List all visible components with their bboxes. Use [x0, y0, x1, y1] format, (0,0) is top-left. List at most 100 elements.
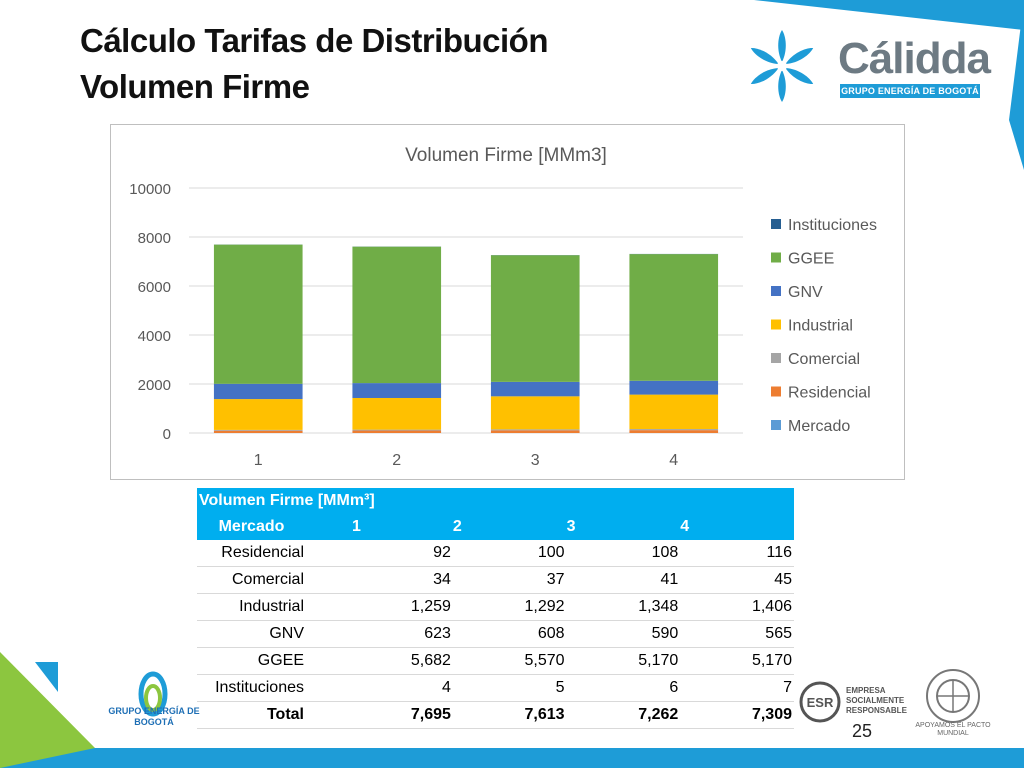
table-caption-row: Volumen Firme [MMm³]: [197, 488, 794, 514]
table-row-label: Comercial: [197, 566, 306, 594]
table-row: Industrial 1,259 1,292 1,348 1,406: [197, 593, 794, 621]
table-cell: 1,348: [566, 593, 681, 621]
top-decorative-band: [754, 0, 1024, 30]
geb-logo-icon: [138, 671, 168, 717]
esr-text: EMPRESA SOCIALMENTE RESPONSABLE: [846, 686, 907, 716]
table-cell: 590: [566, 620, 681, 648]
table-cell: 5: [452, 674, 567, 702]
calidda-logo-text: Cálidda: [838, 34, 991, 83]
chart-legend: Instituciones GGEE GNV Industrial Comercial R…: [771, 217, 877, 435]
legend-swatch: [771, 319, 781, 330]
table-header-3: 3: [566, 514, 681, 540]
table-cell: 4: [306, 674, 453, 702]
table-row: Comercial 34 37 41 45: [197, 566, 794, 594]
legend-label: Residencial: [788, 385, 871, 402]
y-tick-label: 0: [163, 426, 171, 443]
y-tick-label: 8000: [138, 230, 171, 247]
table-caption: Volumen Firme [MMm³]: [197, 488, 794, 514]
table-header-4: 4: [680, 514, 794, 540]
legend-label: GNV: [788, 284, 823, 301]
chart-title: Volumen Firme [MMm3]: [405, 145, 607, 166]
legend-swatch: [771, 353, 781, 363]
esr-badge-text: ESR: [807, 695, 834, 710]
table-row-label: Residencial: [197, 540, 306, 567]
chart-bars: [213, 244, 719, 433]
table-row-label: Industrial: [197, 593, 306, 621]
table-total-cell: 7,613: [452, 701, 567, 729]
bar-segment-industrial: [213, 399, 303, 430]
table-cell: 5,682: [306, 647, 453, 675]
esr-text-line2: SOCIALMENTE: [846, 696, 905, 705]
table-total-label: Total: [197, 701, 306, 729]
table-cell: 108: [566, 540, 681, 567]
bar-segment-residencial: [213, 430, 303, 433]
bar-segment-gnv: [352, 383, 442, 398]
stacked-bar-chart: Volumen Firme [MMm3] 0 2000 4000 6000 8000 10…: [110, 124, 905, 480]
page-number: 25: [852, 721, 873, 741]
legend-swatch: [771, 420, 781, 430]
chart-canvas: Volumen Firme [MMm3] 0 2000 4000 6000 8000 10…: [129, 145, 877, 469]
legend-label: Industrial: [788, 318, 853, 335]
global-compact-text: APOYAMOS EL PACTO MUNDIAL: [915, 722, 991, 737]
bar-segment-residencial: [629, 430, 719, 433]
table-cell: 116: [680, 540, 794, 567]
table-cell: 92: [306, 540, 453, 567]
bar-segment-gnv: [490, 381, 580, 397]
table-row: GNV 623 608 590 565: [197, 620, 794, 648]
table-cell: 1,406: [680, 593, 794, 621]
table-cell: 623: [306, 620, 453, 648]
chart-axis-labels: 0 2000 4000 6000 8000 10000 1 2 3 4: [129, 181, 678, 469]
footer-decorative-triangle: [0, 652, 95, 768]
table-cell: 41: [566, 566, 681, 594]
legend-swatch: [771, 386, 781, 397]
table-row: Residencial 92 100 108 116: [197, 540, 794, 567]
table-header-mercado: Mercado: [197, 514, 306, 540]
table-total-cell: 7,262: [566, 701, 681, 729]
table-row-label: GNV: [197, 620, 306, 648]
table-total-cell: 7,309: [680, 701, 794, 729]
bar-segment-ggee: [629, 254, 719, 381]
bar-segment-comercial: [213, 429, 303, 431]
esr-badge-icon: ESR: [799, 681, 841, 723]
table-cell: 37: [452, 566, 567, 594]
table-cell: 565: [680, 620, 794, 648]
bar-segment-gnv: [629, 380, 719, 395]
slide-title-line2: Volumen Firme: [80, 68, 310, 105]
x-tick-label: 3: [531, 452, 540, 469]
esr-text-line3: RESPONSABLE: [846, 706, 907, 715]
table-cell: 5,170: [566, 647, 681, 675]
table-total-row: Total 7,695 7,613 7,262 7,309: [197, 701, 794, 729]
table-cell: 5,570: [452, 647, 567, 675]
y-tick-label: 4000: [138, 328, 171, 345]
legend-label: Comercial: [788, 351, 860, 368]
table-cell: 45: [680, 566, 794, 594]
table-cell: 100: [452, 540, 567, 567]
table-cell: 5,170: [680, 647, 794, 675]
legend-swatch: [771, 219, 781, 229]
y-tick-label: 6000: [138, 279, 171, 296]
table-cell: 7: [680, 674, 794, 702]
table-cell: 608: [452, 620, 567, 648]
legend-label: Instituciones: [788, 217, 877, 234]
calidda-flower-logo-icon: [750, 30, 814, 102]
bar-segment-residencial: [352, 430, 442, 433]
bar-segment-gnv: [213, 383, 303, 400]
global-compact-logo-icon: [926, 669, 980, 723]
table-cell: 6: [566, 674, 681, 702]
bar-segment-comercial: [490, 429, 580, 431]
slide-title-line1: Cálculo Tarifas de Distribución: [80, 22, 548, 59]
bar-segment-comercial: [352, 429, 442, 431]
bar-segment-ggee: [213, 244, 303, 384]
table-row: Instituciones 4 5 6 7: [197, 674, 794, 702]
table-cell: 1,292: [452, 593, 567, 621]
x-tick-label: 2: [392, 452, 401, 469]
legend-swatch: [771, 286, 781, 296]
bar-segment-industrial: [490, 396, 580, 430]
geb-logo-text: GRUPO ENERGÍA DE BOGOTÁ: [108, 706, 200, 727]
esr-text-line1: EMPRESA: [846, 686, 886, 695]
bar-segment-industrial: [629, 394, 719, 430]
table-row: GGEE 5,682 5,570 5,170 5,170: [197, 647, 794, 675]
legend-swatch: [771, 252, 781, 263]
volumen-firme-table: Volumen Firme [MMm³] Mercado 1 2 3 4 Res…: [197, 488, 794, 729]
table-header-1: 1: [306, 514, 453, 540]
